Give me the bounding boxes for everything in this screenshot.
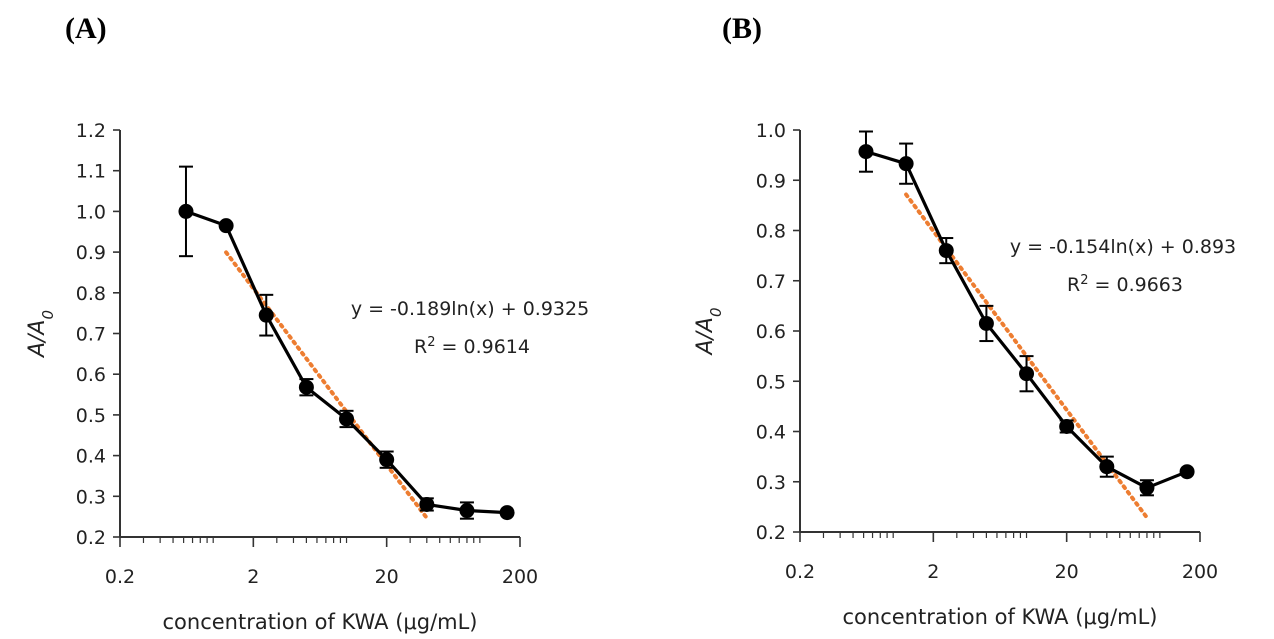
data-point	[178, 203, 194, 219]
panel-label: (B)	[722, 12, 762, 45]
y-tick-label: 0.3	[756, 472, 786, 494]
series-line	[865, 150, 1188, 490]
panel-label: (A)	[65, 12, 107, 45]
r2-superscript: 2	[1080, 273, 1088, 288]
y-tick-label: 0.3	[76, 486, 106, 508]
chart-panel-a: (A) 0.2 0.3 0.4 0.5 0.6 0.7 0.8 0.9 1.0 1.1 1.2 0.2 2…	[25, 12, 589, 634]
data-point	[898, 156, 914, 172]
y-tick-label: 1.0	[76, 201, 106, 223]
y-tick-label: 0.6	[76, 364, 106, 386]
data-point	[1059, 418, 1075, 434]
y-tick-label: 0.2	[76, 527, 106, 549]
r2-value: = 0.9663	[1089, 274, 1183, 296]
x-tick-label: 200	[1182, 561, 1218, 583]
y-axis-title-main: A/A	[25, 320, 50, 360]
y-tick-label: 0.7	[76, 324, 106, 346]
y-tick-label: 0.8	[756, 221, 786, 243]
series-line	[185, 209, 508, 515]
y-tick-label: 0.6	[756, 321, 786, 343]
y-axis-title: A/A0	[25, 310, 57, 359]
trendline-equation: y = -0.154ln(x) + 0.893	[1010, 236, 1236, 258]
data-point	[1099, 459, 1115, 475]
r2-prefix: R	[1067, 274, 1080, 296]
data-point	[258, 307, 274, 323]
x-tick-label: 20	[375, 566, 399, 588]
data-point	[218, 218, 234, 234]
x-tick-label: 2	[927, 561, 939, 583]
y-tick-label: 1.1	[76, 161, 106, 183]
y-tick-label: 0.4	[756, 422, 786, 444]
y-tick-label: 0.2	[756, 522, 786, 544]
data-point	[459, 503, 475, 519]
data-point	[938, 243, 954, 259]
x-tick-label: 200	[502, 566, 538, 588]
chart-panel-b: (B)0.20.30.40.50.60.70.80.91.00.2 2 20 200c…	[693, 12, 1236, 629]
x-axis-title: concentration of KWA (μg/mL)	[162, 610, 477, 634]
data-point	[499, 505, 515, 521]
r2-prefix: R	[414, 336, 427, 358]
data-point	[1179, 464, 1195, 480]
y-tick-label: 0.4	[76, 446, 106, 468]
trendline-equation: y = -0.189ln(x) + 0.9325	[351, 298, 589, 320]
y-axis-title: A/A0	[693, 307, 725, 356]
y-tick-label: 0.7	[756, 271, 786, 293]
y-tick-label: 0.5	[76, 405, 106, 427]
data-point	[978, 315, 994, 331]
data-point	[298, 379, 314, 395]
y-tick-label: 0.9	[756, 170, 786, 192]
x-axis-title: concentration of KWA (μg/mL)	[842, 605, 1157, 629]
y-axis-title-subscript: 0	[707, 307, 725, 317]
x-tick-label: 0.2	[785, 561, 815, 583]
y-tick-label: 1.0	[756, 120, 786, 142]
y-tick-label: 1.2	[76, 120, 106, 142]
x-tick-label: 2	[247, 566, 259, 588]
data-point	[1019, 366, 1035, 382]
data-point	[419, 496, 435, 512]
y-tick-label: 0.9	[76, 242, 106, 264]
x-tick-label: 20	[1055, 561, 1079, 583]
data-point	[1139, 480, 1155, 496]
y-tick-label: 0.5	[756, 371, 786, 393]
y-axis-title-main: A/A	[693, 317, 718, 357]
data-point	[379, 452, 395, 468]
r2-superscript: 2	[427, 335, 435, 350]
x-tick-label: 0.2	[105, 566, 135, 588]
trendline-r2: R2 = 0.9614	[414, 335, 530, 359]
y-axis-title-subscript: 0	[39, 310, 57, 320]
r2-value: = 0.9614	[436, 336, 530, 358]
trendline-r2: R2 = 0.9663	[1067, 273, 1183, 297]
data-point	[339, 411, 355, 427]
y-tick-label: 0.8	[76, 283, 106, 305]
data-point	[858, 144, 874, 160]
